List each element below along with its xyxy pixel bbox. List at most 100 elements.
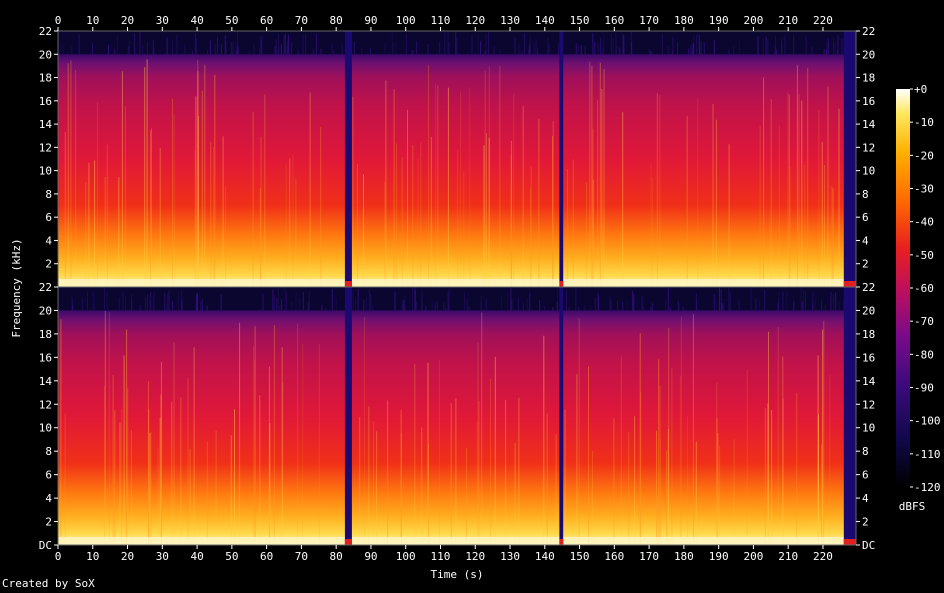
transient-streak [121, 71, 123, 287]
y-tick-label: 2 [45, 258, 52, 271]
noise-streak [287, 34, 289, 55]
noise-streak [733, 46, 735, 55]
noise-streak [201, 298, 203, 311]
y-tick-label: 20 [862, 304, 875, 317]
noise-streak [575, 288, 577, 311]
noise-streak [176, 34, 178, 55]
transient-streak [195, 96, 197, 288]
y-tick-label: 22 [862, 25, 875, 38]
transient-streak [652, 177, 654, 287]
noise-streak [775, 36, 776, 55]
transient-streak [827, 86, 829, 287]
transient-streak [671, 367, 673, 545]
transient-streak [121, 408, 123, 545]
transient-streak [686, 115, 688, 288]
noise-streak [421, 295, 423, 311]
x-tick-label-top: 170 [639, 14, 659, 27]
noise-streak [615, 32, 617, 55]
noise-streak [196, 37, 197, 55]
transient-streak [106, 144, 108, 287]
noise-streak [485, 50, 487, 55]
noise-streak [116, 35, 118, 55]
transient-streak [823, 320, 825, 545]
y-tick-label: 18 [39, 72, 52, 85]
noise-streak [838, 302, 840, 311]
noise-streak [284, 33, 286, 55]
bass-band [58, 279, 856, 287]
noise-streak [59, 41, 61, 55]
noise-streak [729, 292, 731, 311]
noise-streak [547, 37, 549, 55]
noise-streak [782, 291, 784, 311]
silent-gap [843, 287, 856, 545]
noise-streak [784, 36, 786, 55]
noise-streak [220, 44, 222, 55]
x-tick-label-bottom: 190 [709, 550, 729, 563]
noise-streak [677, 301, 679, 311]
transient-streak [591, 65, 593, 288]
x-tick-label-bottom: 80 [330, 550, 343, 563]
noise-streak [500, 296, 502, 311]
noise-streak [682, 306, 684, 311]
x-tick-label-top: 130 [500, 14, 520, 27]
transient-streak [478, 401, 480, 545]
noise-streak [125, 297, 127, 311]
y-tick-label: 12 [39, 398, 52, 411]
noise-streak [335, 298, 337, 311]
transient-streak [831, 186, 833, 287]
noise-streak [830, 292, 832, 311]
transient-streak [530, 188, 532, 287]
transient-streak [159, 148, 161, 287]
noise-streak [275, 39, 277, 55]
noise-streak [713, 40, 715, 55]
transient-streak [450, 403, 452, 545]
transient-streak [746, 369, 748, 545]
transient-streak [269, 423, 271, 545]
transient-streak [476, 422, 478, 545]
transient-streak [597, 100, 599, 287]
noise-streak [321, 304, 323, 311]
noise-streak [447, 31, 449, 55]
transient-streak [717, 433, 719, 545]
noise-streak [456, 36, 458, 55]
noise-streak [667, 288, 669, 311]
noise-streak [535, 50, 537, 55]
noise-streak [357, 289, 359, 311]
y-tick-label: 12 [39, 141, 52, 154]
transient-streak [588, 366, 589, 545]
transient-streak [427, 362, 429, 545]
noise-streak [617, 300, 619, 311]
transient-streak [499, 66, 501, 287]
transient-streak [420, 142, 422, 287]
noise-streak [312, 48, 314, 55]
noise-streak [722, 304, 724, 311]
noise-streak [445, 307, 447, 311]
transient-streak [318, 344, 320, 545]
noise-streak [295, 291, 297, 311]
transient-streak [104, 310, 106, 545]
transient-streak [592, 179, 594, 287]
transient-streak [818, 109, 820, 287]
noise-streak [633, 298, 635, 311]
noise-streak [529, 292, 531, 311]
noise-streak [703, 42, 705, 55]
noise-streak [325, 307, 327, 311]
transient-streak [289, 158, 291, 287]
noise-streak [172, 300, 173, 311]
spectrogram-channel-2 [57, 286, 857, 546]
colorbar-tick-label: -60 [914, 282, 934, 295]
transient-streak [259, 188, 261, 287]
transient-streak [368, 406, 370, 545]
transient-streak [435, 83, 437, 287]
noise-streak [823, 48, 825, 55]
transient-streak [302, 344, 304, 545]
transient-streak [180, 397, 182, 545]
y-tick-label: 18 [39, 328, 52, 341]
noise-streak [597, 291, 599, 311]
transient-streak [119, 422, 121, 545]
noise-streak [689, 45, 691, 55]
noise-streak [786, 290, 788, 311]
noise-streak [738, 299, 740, 311]
noise-streak [291, 41, 293, 55]
noise-streak [277, 287, 279, 311]
